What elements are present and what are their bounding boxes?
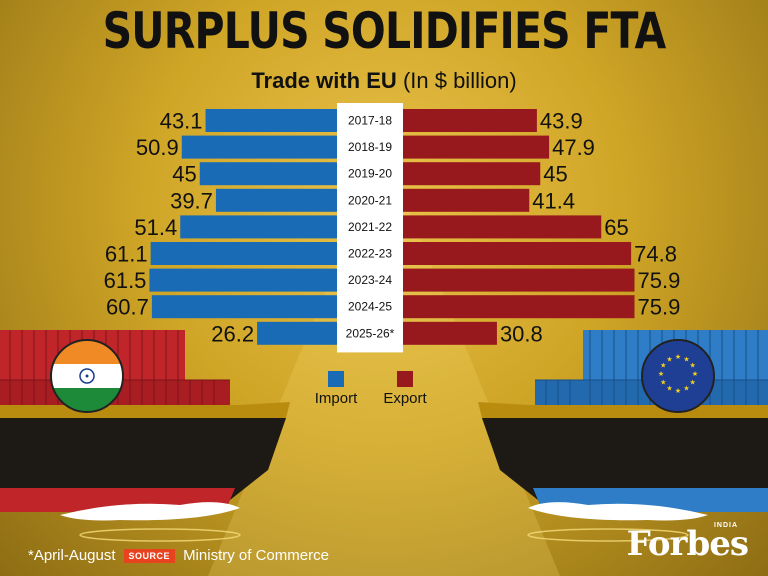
import-bar: [180, 215, 337, 239]
year-strip: [337, 103, 403, 353]
export-bar: [403, 215, 602, 239]
svg-text:★: ★: [690, 362, 696, 370]
forbes-logo: Forbes: [626, 524, 749, 564]
subtitle-unit: (In $ billion): [402, 68, 517, 93]
category-label: 2024-25: [348, 300, 392, 314]
footnote: *April-August SOURCE Ministry of Commerc…: [28, 547, 329, 564]
svg-text:★: ★: [666, 385, 672, 393]
export-value-label: 74.8: [634, 242, 677, 267]
legend-export-label: Export: [383, 390, 427, 407]
import-value-label: 43.1: [160, 109, 203, 134]
import-bar: [257, 321, 337, 345]
category-label: 2017-18: [348, 114, 392, 128]
category-label: 2022-23: [348, 247, 392, 261]
import-value-label: 61.1: [105, 242, 148, 267]
export-bar: [403, 135, 550, 159]
svg-text:★: ★: [690, 379, 696, 387]
import-value-label: 50.9: [136, 135, 179, 160]
import-value-label: 39.7: [170, 188, 213, 213]
export-bar: [403, 188, 530, 212]
import-bar: [199, 162, 337, 186]
light-beam: [208, 150, 560, 576]
import-bar: [150, 242, 337, 265]
source-badge: SOURCE: [123, 548, 176, 563]
import-value-label: 61.5: [104, 268, 147, 293]
svg-text:★: ★: [675, 387, 681, 395]
import-bar: [181, 135, 337, 159]
export-bar: [403, 321, 497, 345]
category-label: 2020-21: [348, 193, 392, 207]
footnote-note: *April-August: [28, 547, 116, 564]
svg-text:★: ★: [658, 370, 664, 378]
export-value-label: 65: [604, 215, 628, 240]
category-label: 2018-19: [348, 140, 392, 154]
subtitle-bold: Trade with EU: [251, 68, 397, 93]
export-bar: [403, 268, 635, 292]
svg-text:★: ★: [692, 370, 698, 378]
import-bar: [205, 109, 337, 132]
svg-text:★: ★: [683, 385, 689, 393]
export-value-label: 75.9: [637, 295, 680, 320]
cargo-ship-right: [478, 402, 768, 521]
svg-text:★: ★: [675, 353, 681, 361]
chart-title: SURPLUS SOLIDIFIES FTA: [102, 2, 667, 60]
import-value-label: 45: [172, 162, 196, 187]
chart-subtitle: Trade with EU (In $ billion): [0, 68, 768, 94]
export-bar: [403, 242, 632, 265]
export-value-label: 30.8: [500, 321, 543, 346]
category-label: 2023-24: [348, 273, 392, 287]
eu-flag-icon: ★ ★★ ★★★ ★★★ ★★★: [641, 339, 715, 413]
export-value-label: 43.9: [540, 109, 583, 134]
svg-text:★: ★: [660, 362, 666, 370]
export-value-label: 45: [543, 162, 567, 187]
legend-import-label: Import: [315, 390, 358, 407]
export-value-label: 41.4: [532, 188, 575, 213]
legend-import-swatch: [328, 371, 344, 387]
import-bar: [215, 188, 337, 212]
legend-export-swatch: [397, 371, 413, 387]
import-value-label: 60.7: [106, 295, 149, 320]
export-value-label: 47.9: [552, 135, 595, 160]
source-text: Ministry of Commerce: [183, 547, 329, 564]
svg-text:★: ★: [683, 355, 689, 363]
import-bar: [151, 295, 337, 319]
export-bar: [403, 295, 635, 319]
svg-text:★: ★: [666, 355, 672, 363]
brand-sub: INDIA: [713, 522, 738, 529]
export-bar: [403, 162, 541, 186]
water-ripples: [79, 528, 689, 542]
import-value-label: 51.4: [134, 215, 177, 240]
export-bar: [403, 109, 537, 132]
category-label: 2021-22: [348, 220, 392, 234]
export-value-label: 75.9: [637, 268, 680, 293]
import-bar: [149, 268, 337, 292]
category-label: 2025-26*: [346, 326, 395, 340]
svg-text:★: ★: [660, 379, 666, 387]
import-value-label: 26.2: [211, 321, 254, 346]
category-label: 2019-20: [348, 167, 392, 181]
